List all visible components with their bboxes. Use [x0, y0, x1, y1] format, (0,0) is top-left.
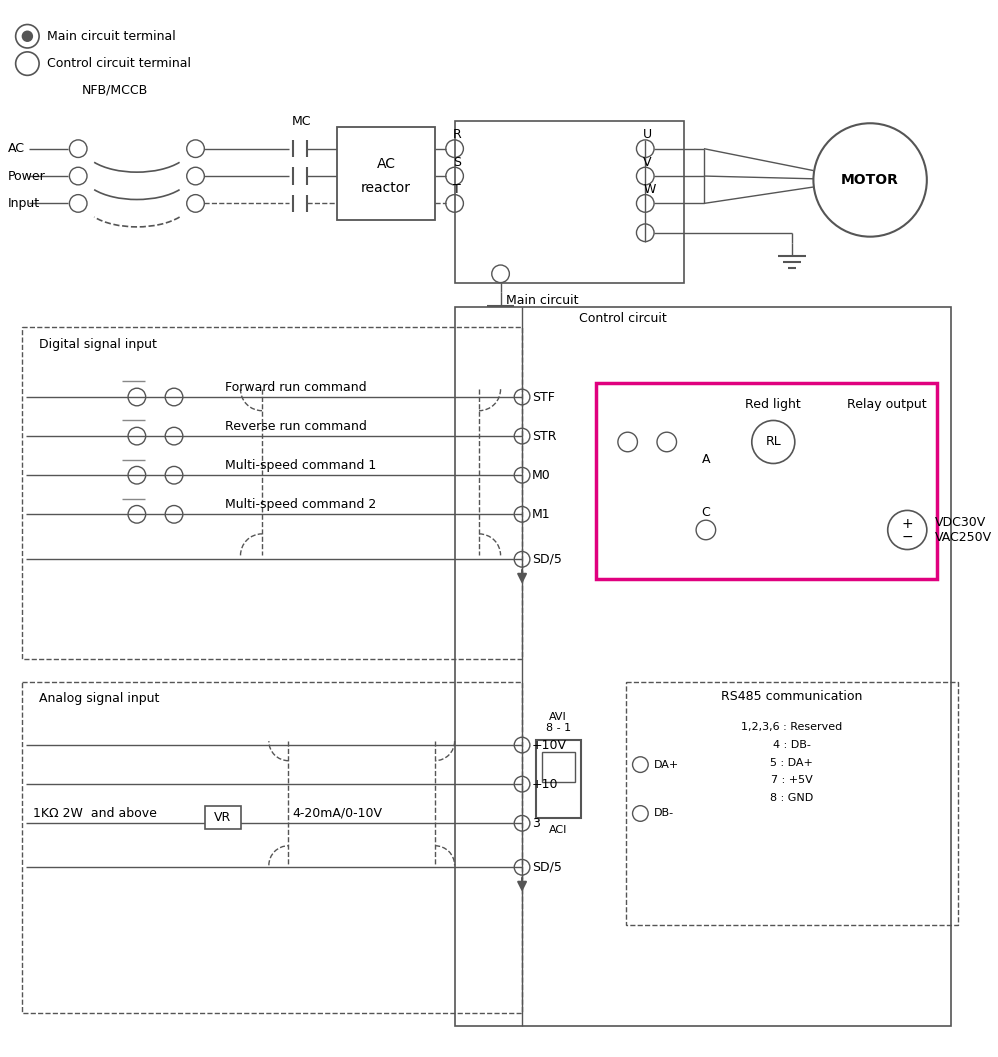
Text: 4 : DB-: 4 : DB-: [773, 740, 810, 750]
Text: 4-20mA/0-10V: 4-20mA/0-10V: [292, 806, 382, 820]
Text: MOTOR: MOTOR: [841, 173, 899, 187]
Text: Forward run command: Forward run command: [225, 381, 366, 393]
Text: Power: Power: [8, 169, 46, 183]
Text: C: C: [702, 506, 711, 519]
Text: S: S: [453, 155, 461, 169]
Text: Multi-speed command 2: Multi-speed command 2: [225, 498, 376, 511]
Text: −: −: [901, 530, 913, 543]
Text: 8 : GND: 8 : GND: [770, 793, 813, 803]
Text: AC: AC: [8, 143, 25, 155]
Text: SD/5: SD/5: [532, 553, 562, 565]
Text: reactor: reactor: [361, 181, 411, 194]
Text: W: W: [644, 183, 656, 197]
Bar: [455, 308, 951, 1025]
Text: M1: M1: [532, 507, 551, 521]
Text: ACI: ACI: [549, 826, 568, 835]
Bar: [542, 752, 575, 781]
Text: DA+: DA+: [654, 760, 680, 769]
Text: AVI: AVI: [549, 711, 567, 722]
Text: Main circuit: Main circuit: [506, 294, 579, 307]
Text: 7 : +5V: 7 : +5V: [771, 775, 812, 785]
Text: 8 - 1: 8 - 1: [546, 723, 571, 734]
Text: 1KΩ 2W  and above: 1KΩ 2W and above: [33, 806, 157, 820]
Text: VDC30V: VDC30V: [935, 516, 986, 528]
Text: Control circuit: Control circuit: [579, 312, 667, 326]
Text: 1,2,3,6 : Reserved: 1,2,3,6 : Reserved: [742, 722, 842, 733]
Text: RL: RL: [765, 435, 781, 448]
Text: Analog signal input: Analog signal input: [39, 691, 160, 705]
Text: Input: Input: [8, 197, 40, 210]
Text: Red light: Red light: [746, 398, 801, 411]
Bar: [337, 127, 435, 220]
Text: 5 : DA+: 5 : DA+: [770, 758, 813, 767]
Text: MC: MC: [291, 115, 310, 128]
Text: +: +: [901, 517, 913, 531]
Text: V: V: [644, 155, 652, 169]
Text: 3: 3: [532, 817, 540, 830]
Circle shape: [23, 32, 32, 41]
Text: A: A: [702, 453, 711, 466]
Text: NFB/MCCB: NFB/MCCB: [82, 84, 149, 96]
Bar: [455, 122, 685, 282]
Bar: [22, 683, 522, 1013]
Text: STF: STF: [532, 390, 555, 404]
Bar: [597, 384, 936, 579]
Text: Multi-speed command 1: Multi-speed command 1: [225, 459, 376, 471]
Text: Main circuit terminal: Main circuit terminal: [47, 30, 176, 42]
Bar: [536, 740, 581, 818]
Text: STR: STR: [532, 429, 556, 443]
Text: Digital signal input: Digital signal input: [39, 337, 157, 351]
Bar: [22, 327, 522, 659]
Text: VAC250V: VAC250V: [935, 532, 992, 544]
Text: RS485 communication: RS485 communication: [722, 689, 862, 703]
Text: SD/5: SD/5: [532, 860, 562, 874]
Text: VR: VR: [215, 811, 232, 823]
Bar: [206, 805, 241, 829]
Text: +10V: +10V: [532, 739, 567, 752]
Text: M0: M0: [532, 468, 551, 482]
Text: +10: +10: [532, 778, 558, 791]
Text: Control circuit terminal: Control circuit terminal: [47, 57, 191, 70]
Text: AC: AC: [376, 157, 395, 171]
Text: U: U: [644, 129, 653, 142]
Text: Reverse run command: Reverse run command: [225, 420, 366, 432]
Text: Relay output: Relay output: [847, 398, 927, 411]
Bar: [626, 683, 958, 925]
Text: DB-: DB-: [654, 809, 675, 818]
Text: T: T: [453, 183, 460, 197]
Text: R: R: [453, 129, 461, 142]
